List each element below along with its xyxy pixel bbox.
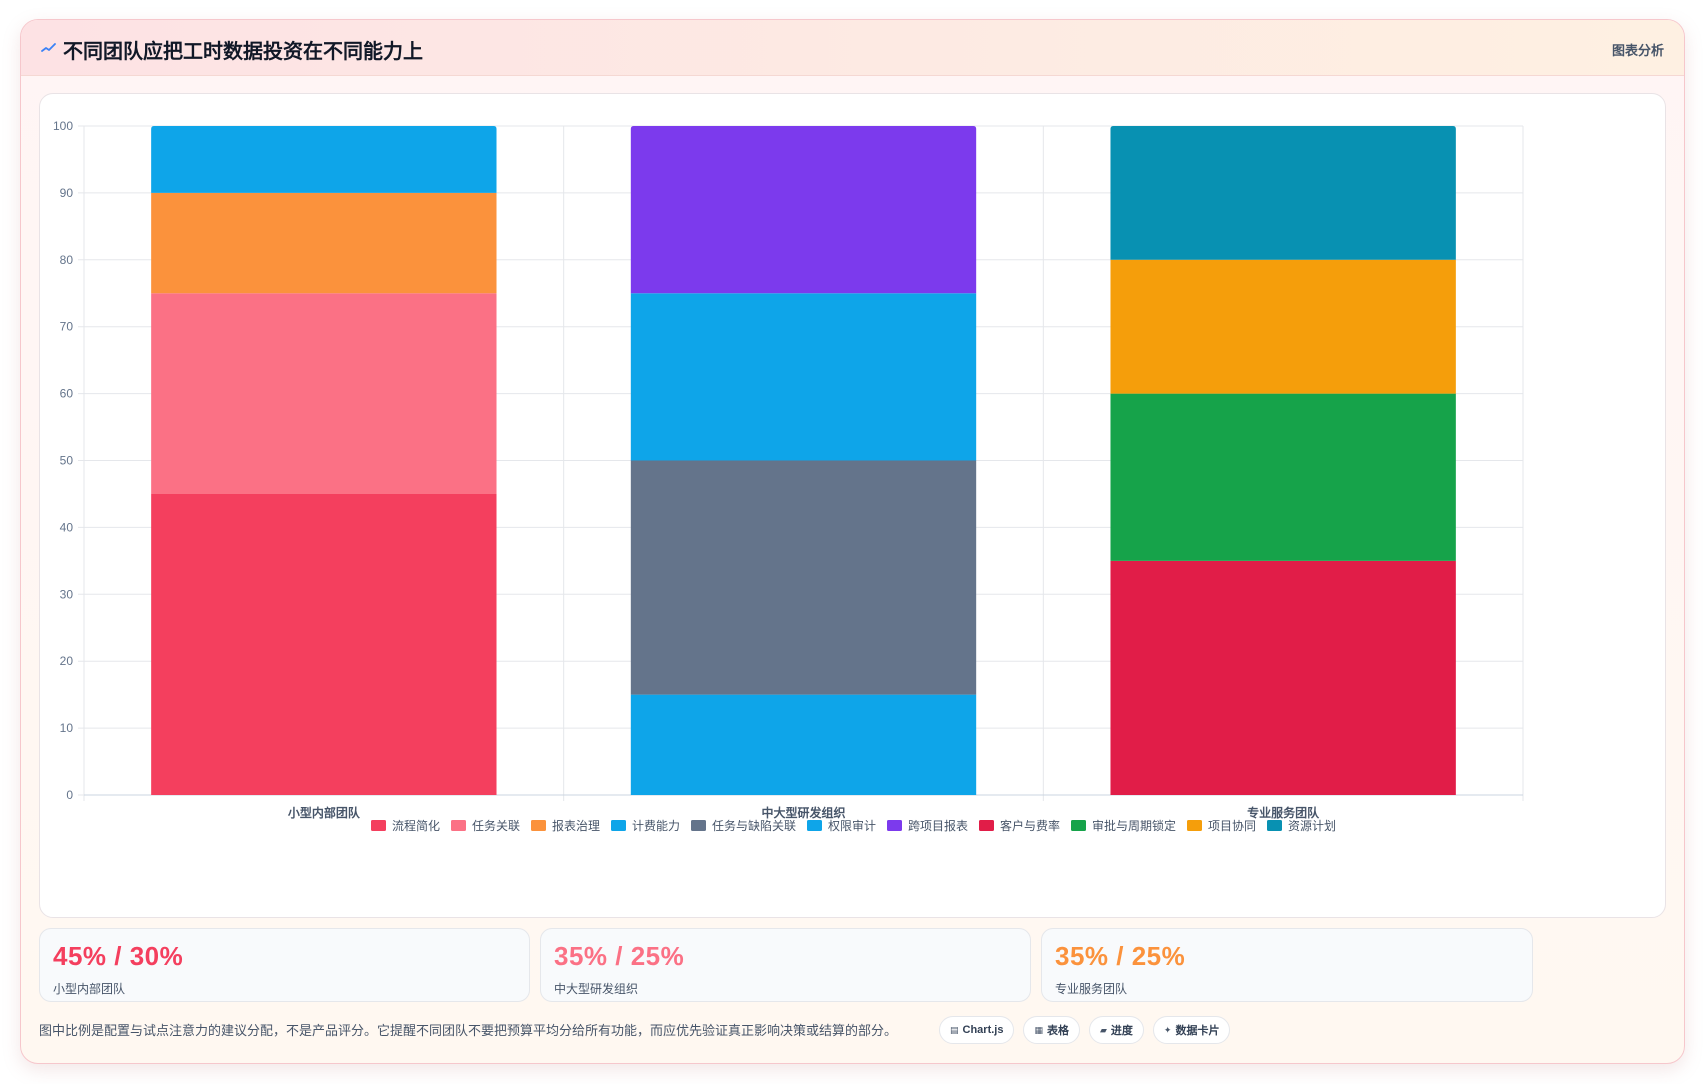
stat-value: 45% / 30% [53,941,184,971]
legend-swatch [887,820,902,831]
stat-label: 专业服务团队 [1055,982,1128,996]
tag-list: ▤ Chart.js ▦ 表格 ▰ 进度 ✦ 数据卡片 [939,1016,1231,1044]
bar-segment [630,460,977,695]
stacked-bar-chart: 0 10 20 30 40 50 60 70 80 90 100 小型内部团队 中大型研发组织 专业服务团… [53,119,1524,833]
legend-swatch [531,820,546,831]
legend-swatch [451,820,466,831]
y-tick-label: 80 [60,253,74,267]
legend-label: 项目协同 [1208,818,1256,833]
chart-card: 不同团队应把工时数据投资在不同能力上 图表分析 0 10 20 30 40 50 60 70 8… [20,19,1685,1064]
stat-value: 35% / 25% [554,941,685,971]
tag-label: 表格 [1047,1025,1069,1037]
card-header: 不同团队应把工时数据投资在不同能力上 图表分析 [21,20,1684,76]
y-tick-label: 10 [60,721,74,735]
bar-segment [1110,393,1456,561]
page-title: 不同团队应把工时数据投资在不同能力上 [63,41,423,63]
legend-label: 计费能力 [632,819,680,833]
legend-swatch [979,820,994,831]
y-tick-label: 50 [60,454,74,468]
bar-segment [1110,259,1456,394]
legend-label: 客户与费率 [1000,818,1060,833]
legend-swatch [691,820,706,831]
y-tick-label: 70 [60,320,74,334]
tag-table[interactable]: ▦ 表格 [1023,1016,1080,1044]
legend-swatch [1187,820,1202,831]
legend-label: 审批与周期锁定 [1092,818,1176,833]
x-tick-label: 中大型研发组织 [761,805,845,820]
legend-swatch [1071,820,1086,831]
table-icon: ▦ [1034,1024,1043,1035]
legend-swatch [1267,820,1282,831]
chart-note: 图中比例是配置与试点注意力的建议分配，不是产品评分。它提醒不同团队不要把预算平均… [39,1023,898,1038]
progress-icon: ▰ [1100,1024,1107,1035]
legend-label: 任务关联 [472,818,520,833]
bar-segment [630,126,977,294]
stat-card-rd-org: 35% / 25% 中大型研发组织 [540,928,1031,1002]
bar-segment [151,126,497,193]
stat-card-services-team: 35% / 25% 专业服务团队 [1041,928,1533,1002]
tag-progress[interactable]: ▰ 进度 [1089,1016,1144,1044]
legend-label: 跨项目报表 [908,818,968,833]
tag-chartjs[interactable]: ▤ Chart.js [939,1016,1015,1044]
chart-panel: 0 10 20 30 40 50 60 70 80 90 100 小型内部团队 中大型研发组织 专业服务团… [39,93,1666,918]
bar-segment [1110,126,1456,260]
y-tick-label: 40 [60,520,74,534]
sparkle-icon: ✦ [1163,1024,1172,1035]
stat-value: 35% / 25% [1055,941,1186,971]
x-tick-label: 专业服务团队 [1247,805,1320,820]
legend-swatch [611,820,626,831]
y-tick-label: 60 [60,387,74,401]
bar-segment [1110,560,1456,795]
chart-icon: ▤ [950,1024,959,1035]
legend-label: 资源计划 [1288,819,1336,833]
legend-label: 报表治理 [552,818,600,833]
stat-label: 中大型研发组织 [554,982,639,996]
bar-segment [630,293,977,461]
y-tick-label: 20 [60,654,74,668]
chart-analysis-link[interactable]: 图表分析 [1611,43,1664,58]
legend-swatch [807,820,822,831]
x-tick-label: 小型内部团队 [288,805,361,820]
y-tick-label: 30 [60,587,74,601]
legend-label: 权限审计 [828,818,876,833]
tag-label: Chart.js [962,1024,1004,1036]
bar-segment [151,192,497,294]
stat-card-small-team: 45% / 30% 小型内部团队 [39,928,530,1002]
bar-segment [151,493,497,795]
legend-label: 流程简化 [392,818,440,833]
bar-segment [630,694,977,795]
y-tick-label: 100 [53,119,73,133]
legend-swatch [371,820,386,831]
bar-segment [151,293,497,494]
legend-label: 任务与缺陷关联 [712,818,796,833]
tag-label: 数据卡片 [1175,1025,1220,1037]
trend-line-icon [41,43,56,52]
stat-label: 小型内部团队 [53,982,126,996]
y-tick-label: 90 [60,186,74,200]
y-tick-label: 0 [66,788,73,802]
tag-data-cards[interactable]: ✦ 数据卡片 [1152,1016,1231,1044]
tag-label: 进度 [1110,1025,1133,1037]
